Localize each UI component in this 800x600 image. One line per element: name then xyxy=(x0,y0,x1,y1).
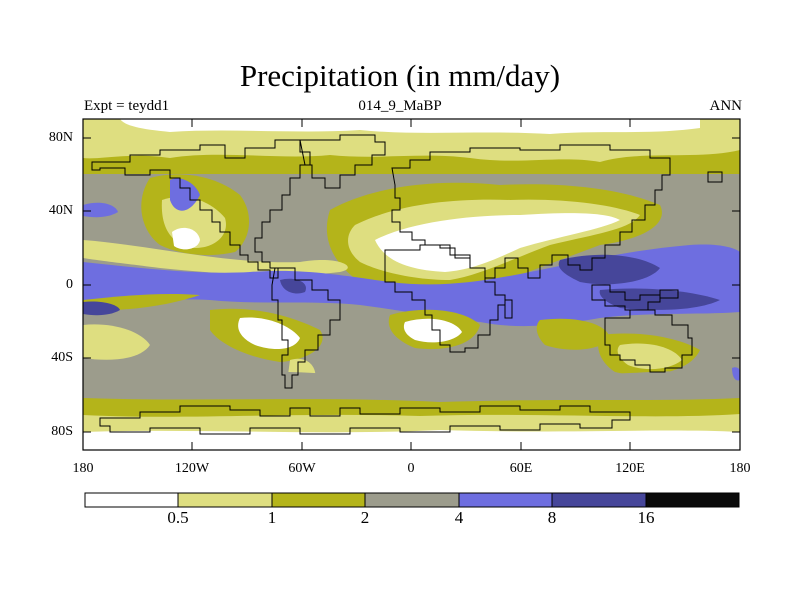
colorbar-label-16: 16 xyxy=(637,508,655,527)
colorbar-label-8: 8 xyxy=(547,508,557,527)
coastlines xyxy=(91,134,723,435)
colorbar-label-4: 4 xyxy=(454,508,464,527)
lat-label-40n: 40N xyxy=(48,203,73,218)
lon-label-0: 0 xyxy=(407,461,415,476)
colorbar xyxy=(84,492,740,508)
lat-label-80n: 80N xyxy=(48,130,73,145)
precipitation-field xyxy=(83,119,740,450)
map-title: Precipitation (in mm/day) xyxy=(239,58,561,93)
lon-label-180w: 180 xyxy=(72,461,94,476)
colorbar-box-0 xyxy=(84,492,179,508)
season-label: ANN xyxy=(709,98,743,114)
lat-label-80s: 80S xyxy=(51,424,73,439)
lon-label-120w: 120W xyxy=(174,461,210,476)
longitude-ticks xyxy=(82,119,741,450)
lat-label-40s: 40S xyxy=(51,350,73,365)
colorbar-label-1: 1 xyxy=(267,508,277,527)
colorbar-box-4 xyxy=(458,492,553,508)
experiment-label: Expt = teydd1 xyxy=(84,98,170,114)
colorbar-label-0-5: 0.5 xyxy=(167,508,189,527)
lon-label-60e: 60E xyxy=(509,461,533,476)
colorbar-box-1 xyxy=(177,492,273,508)
colorbar-box-5 xyxy=(551,492,647,508)
lon-label-180e: 180 xyxy=(729,461,751,476)
colorbar-box-6 xyxy=(645,492,740,508)
lon-label-120e: 120E xyxy=(615,461,645,476)
lat-label-0: 0 xyxy=(66,277,73,292)
colorbar-label-2: 2 xyxy=(360,508,370,527)
latitude-ticks xyxy=(83,137,740,433)
colorbar-box-2 xyxy=(271,492,366,508)
colorbar-box-3 xyxy=(364,492,460,508)
lon-label-60w: 60W xyxy=(288,461,316,476)
period-label: 014_9_MaBP xyxy=(358,98,442,114)
